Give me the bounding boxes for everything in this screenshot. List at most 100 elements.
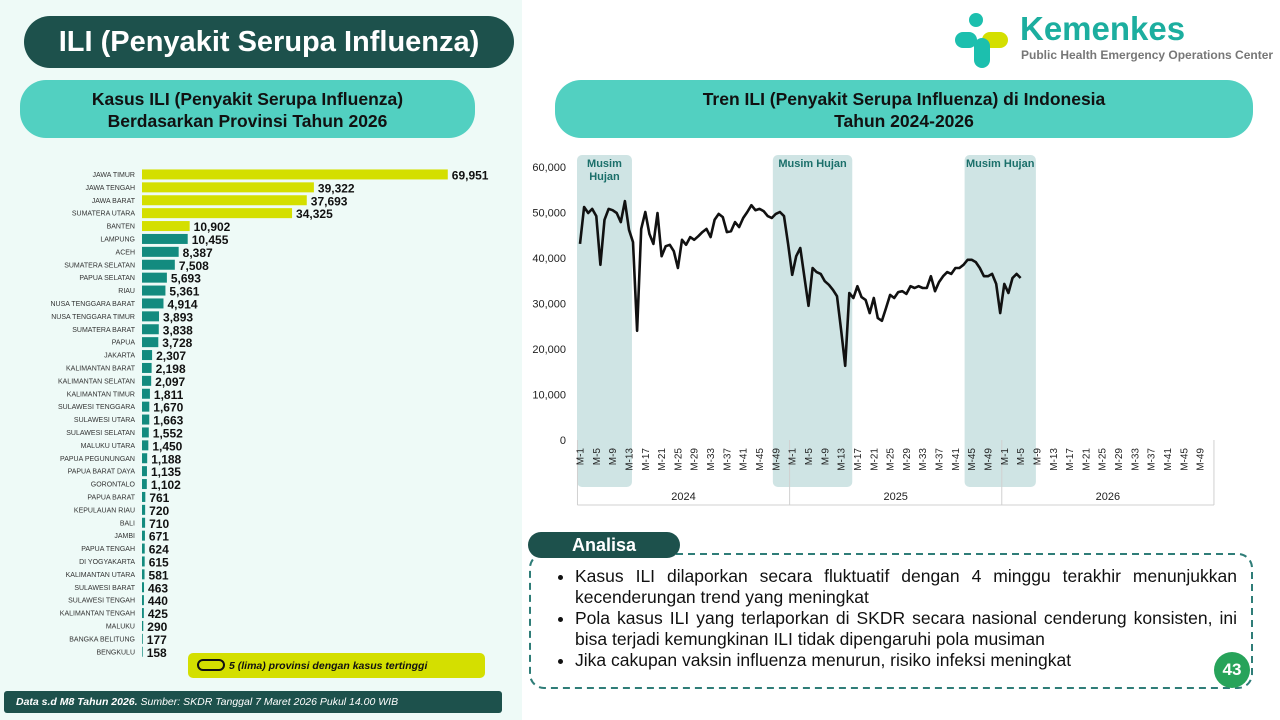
category-label: PAPUA BARAT xyxy=(87,494,135,501)
bar xyxy=(142,324,159,335)
value-label: 7,508 xyxy=(179,259,209,273)
legend-icon xyxy=(197,659,225,671)
analysis-title: Analisa xyxy=(528,532,680,558)
category-label: KALIMANTAN UTARA xyxy=(66,572,136,579)
y-tick-label: 0 xyxy=(560,435,566,447)
category-label: SUMATERA BARAT xyxy=(72,327,135,334)
value-label: 720 xyxy=(149,504,169,518)
category-label: SUMATERA SELATAN xyxy=(64,262,135,269)
category-label: KEPULAUAN RIAU xyxy=(74,507,135,514)
value-label: 1,670 xyxy=(153,401,183,415)
bar xyxy=(142,285,166,296)
bar xyxy=(142,440,149,451)
category-label: SULAWESI SELATAN xyxy=(66,430,135,437)
category-label: SUMATERA UTARA xyxy=(72,211,135,218)
logo-name: Kemenkes xyxy=(1020,10,1186,47)
season-band xyxy=(577,155,632,487)
category-label: PAPUA SELATAN xyxy=(79,275,135,282)
y-tick-label: 60,000 xyxy=(532,162,566,174)
value-label: 581 xyxy=(149,568,169,582)
x-tick-label: M-1 xyxy=(1000,448,1011,466)
category-label: ACEH xyxy=(116,249,135,256)
x-tick-label: M-9 xyxy=(1032,448,1043,466)
value-label: 8,387 xyxy=(183,246,213,260)
legend-box xyxy=(188,653,485,678)
value-label: 158 xyxy=(147,646,167,660)
value-label: 2,307 xyxy=(156,349,186,363)
x-tick-label: M-37 xyxy=(935,448,946,471)
subtitle-line: Kasus ILI (Penyakit Serupa Influenza) xyxy=(91,89,404,109)
bar xyxy=(142,530,145,541)
bar xyxy=(142,595,144,606)
legend-text: 5 (lima) provinsi dengan kasus tertinggi xyxy=(229,660,428,672)
x-tick-label: M-17 xyxy=(641,448,652,471)
value-label: 10,902 xyxy=(194,220,231,234)
x-tick-label: M-5 xyxy=(592,448,603,466)
value-label: 710 xyxy=(149,517,169,531)
bar xyxy=(142,646,143,657)
bar xyxy=(142,401,150,412)
category-label: PAPUA BARAT DAYA xyxy=(68,469,136,476)
x-tick-label: M-25 xyxy=(1098,448,1109,471)
category-label: JAKARTA xyxy=(104,353,135,360)
bar xyxy=(142,169,448,180)
category-label: MALUKU UTARA xyxy=(81,443,136,450)
category-label: KALIMANTAN BARAT xyxy=(66,365,136,372)
x-tick-label: M-25 xyxy=(886,448,897,471)
x-tick-label: M-45 xyxy=(755,448,766,471)
value-label: 5,361 xyxy=(169,285,199,299)
category-label: NUSA TENGGARA TIMUR xyxy=(51,314,135,321)
analysis-bullet: Pola kasus ILI yang terlaporkan di SKDR … xyxy=(575,608,1237,650)
x-tick-label: M-21 xyxy=(657,448,668,471)
bar xyxy=(142,569,145,580)
subtitle-line: Berdasarkan Provinsi Tahun 2026 xyxy=(107,111,388,131)
value-label: 39,322 xyxy=(318,181,355,195)
category-label: JAMBI xyxy=(114,533,135,540)
value-label: 1,188 xyxy=(151,452,181,466)
x-tick-label: M-5 xyxy=(1016,448,1027,466)
bar xyxy=(142,479,147,490)
bar xyxy=(142,298,164,309)
value-label: 34,325 xyxy=(296,207,333,221)
category-label: KALIMANTAN SELATAN xyxy=(58,378,135,385)
value-label: 2,097 xyxy=(155,375,185,389)
x-tick-label: M-1 xyxy=(576,448,587,466)
category-label: PAPUA xyxy=(112,340,136,347)
group-label: 2026 xyxy=(1096,491,1120,503)
x-tick-label: M-17 xyxy=(1065,448,1076,471)
bar xyxy=(142,337,159,348)
category-label: BANGKA BELITUNG xyxy=(69,636,135,643)
value-label: 761 xyxy=(149,491,169,505)
value-label: 4,914 xyxy=(167,297,197,311)
x-tick-label: M-9 xyxy=(820,448,831,466)
value-label: 425 xyxy=(148,607,168,621)
category-label: PAPUA PEGUNUNGAN xyxy=(60,456,135,463)
x-tick-label: M-41 xyxy=(1163,448,1174,471)
bar xyxy=(142,491,146,502)
bar xyxy=(142,414,150,425)
footer: Data s.d M8 Tahun 2026. Sumber: SKDR Tan… xyxy=(4,691,502,713)
bar xyxy=(142,466,147,477)
category-label: BANTEN xyxy=(107,224,135,231)
analysis-box xyxy=(529,553,1253,689)
bar xyxy=(142,375,152,386)
bar xyxy=(142,246,179,257)
band-label: Musim Hujan xyxy=(778,158,847,170)
x-tick-label: M-13 xyxy=(1049,448,1060,471)
x-tick-label: M-45 xyxy=(1179,448,1190,471)
value-label: 5,693 xyxy=(171,272,201,286)
x-tick-label: M-13 xyxy=(837,448,848,471)
x-tick-label: M-33 xyxy=(918,448,929,471)
category-label: MALUKU xyxy=(106,623,135,630)
bar xyxy=(142,221,190,232)
bar xyxy=(142,182,314,193)
x-tick-label: M-29 xyxy=(690,448,701,471)
value-label: 671 xyxy=(149,530,169,544)
x-tick-label: M-37 xyxy=(722,448,733,471)
group-label: 2025 xyxy=(883,491,907,503)
x-tick-label: M-17 xyxy=(853,448,864,471)
x-tick-label: M-49 xyxy=(1196,448,1207,471)
bar xyxy=(142,362,152,373)
value-label: 177 xyxy=(147,633,167,647)
x-tick-label: M-9 xyxy=(608,448,619,466)
